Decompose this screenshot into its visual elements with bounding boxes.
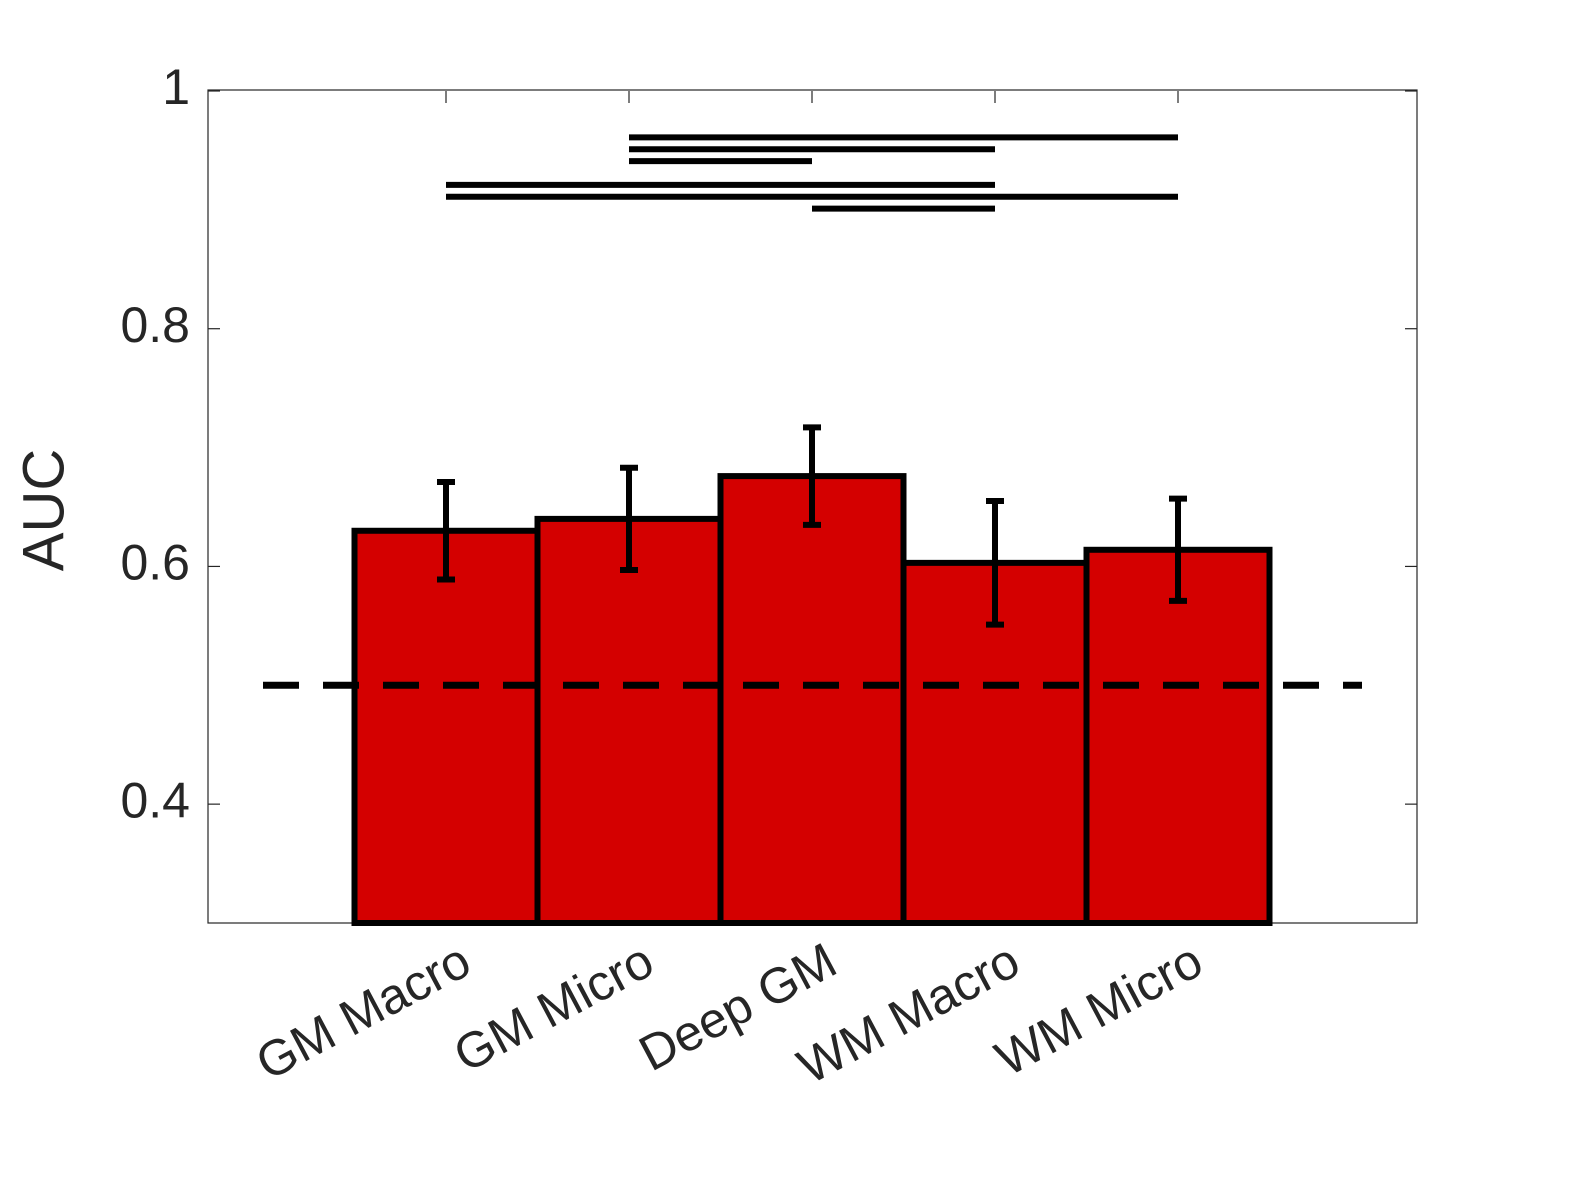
bar (351, 527, 541, 926)
y-tick-label: 0.6 (120, 535, 190, 591)
bar (717, 473, 907, 926)
x-tick-label: GM Micro (445, 932, 663, 1083)
y-axis-label: AUC (11, 449, 76, 571)
bar (1083, 546, 1273, 926)
x-tick-label: GM Macro (247, 932, 479, 1091)
x-tick-label: WM Micro (986, 932, 1211, 1087)
y-tick-label: 0.4 (120, 772, 190, 828)
y-tick-label: 1 (162, 59, 190, 115)
y-tick-label: 0.8 (120, 297, 190, 353)
bar (534, 515, 724, 927)
